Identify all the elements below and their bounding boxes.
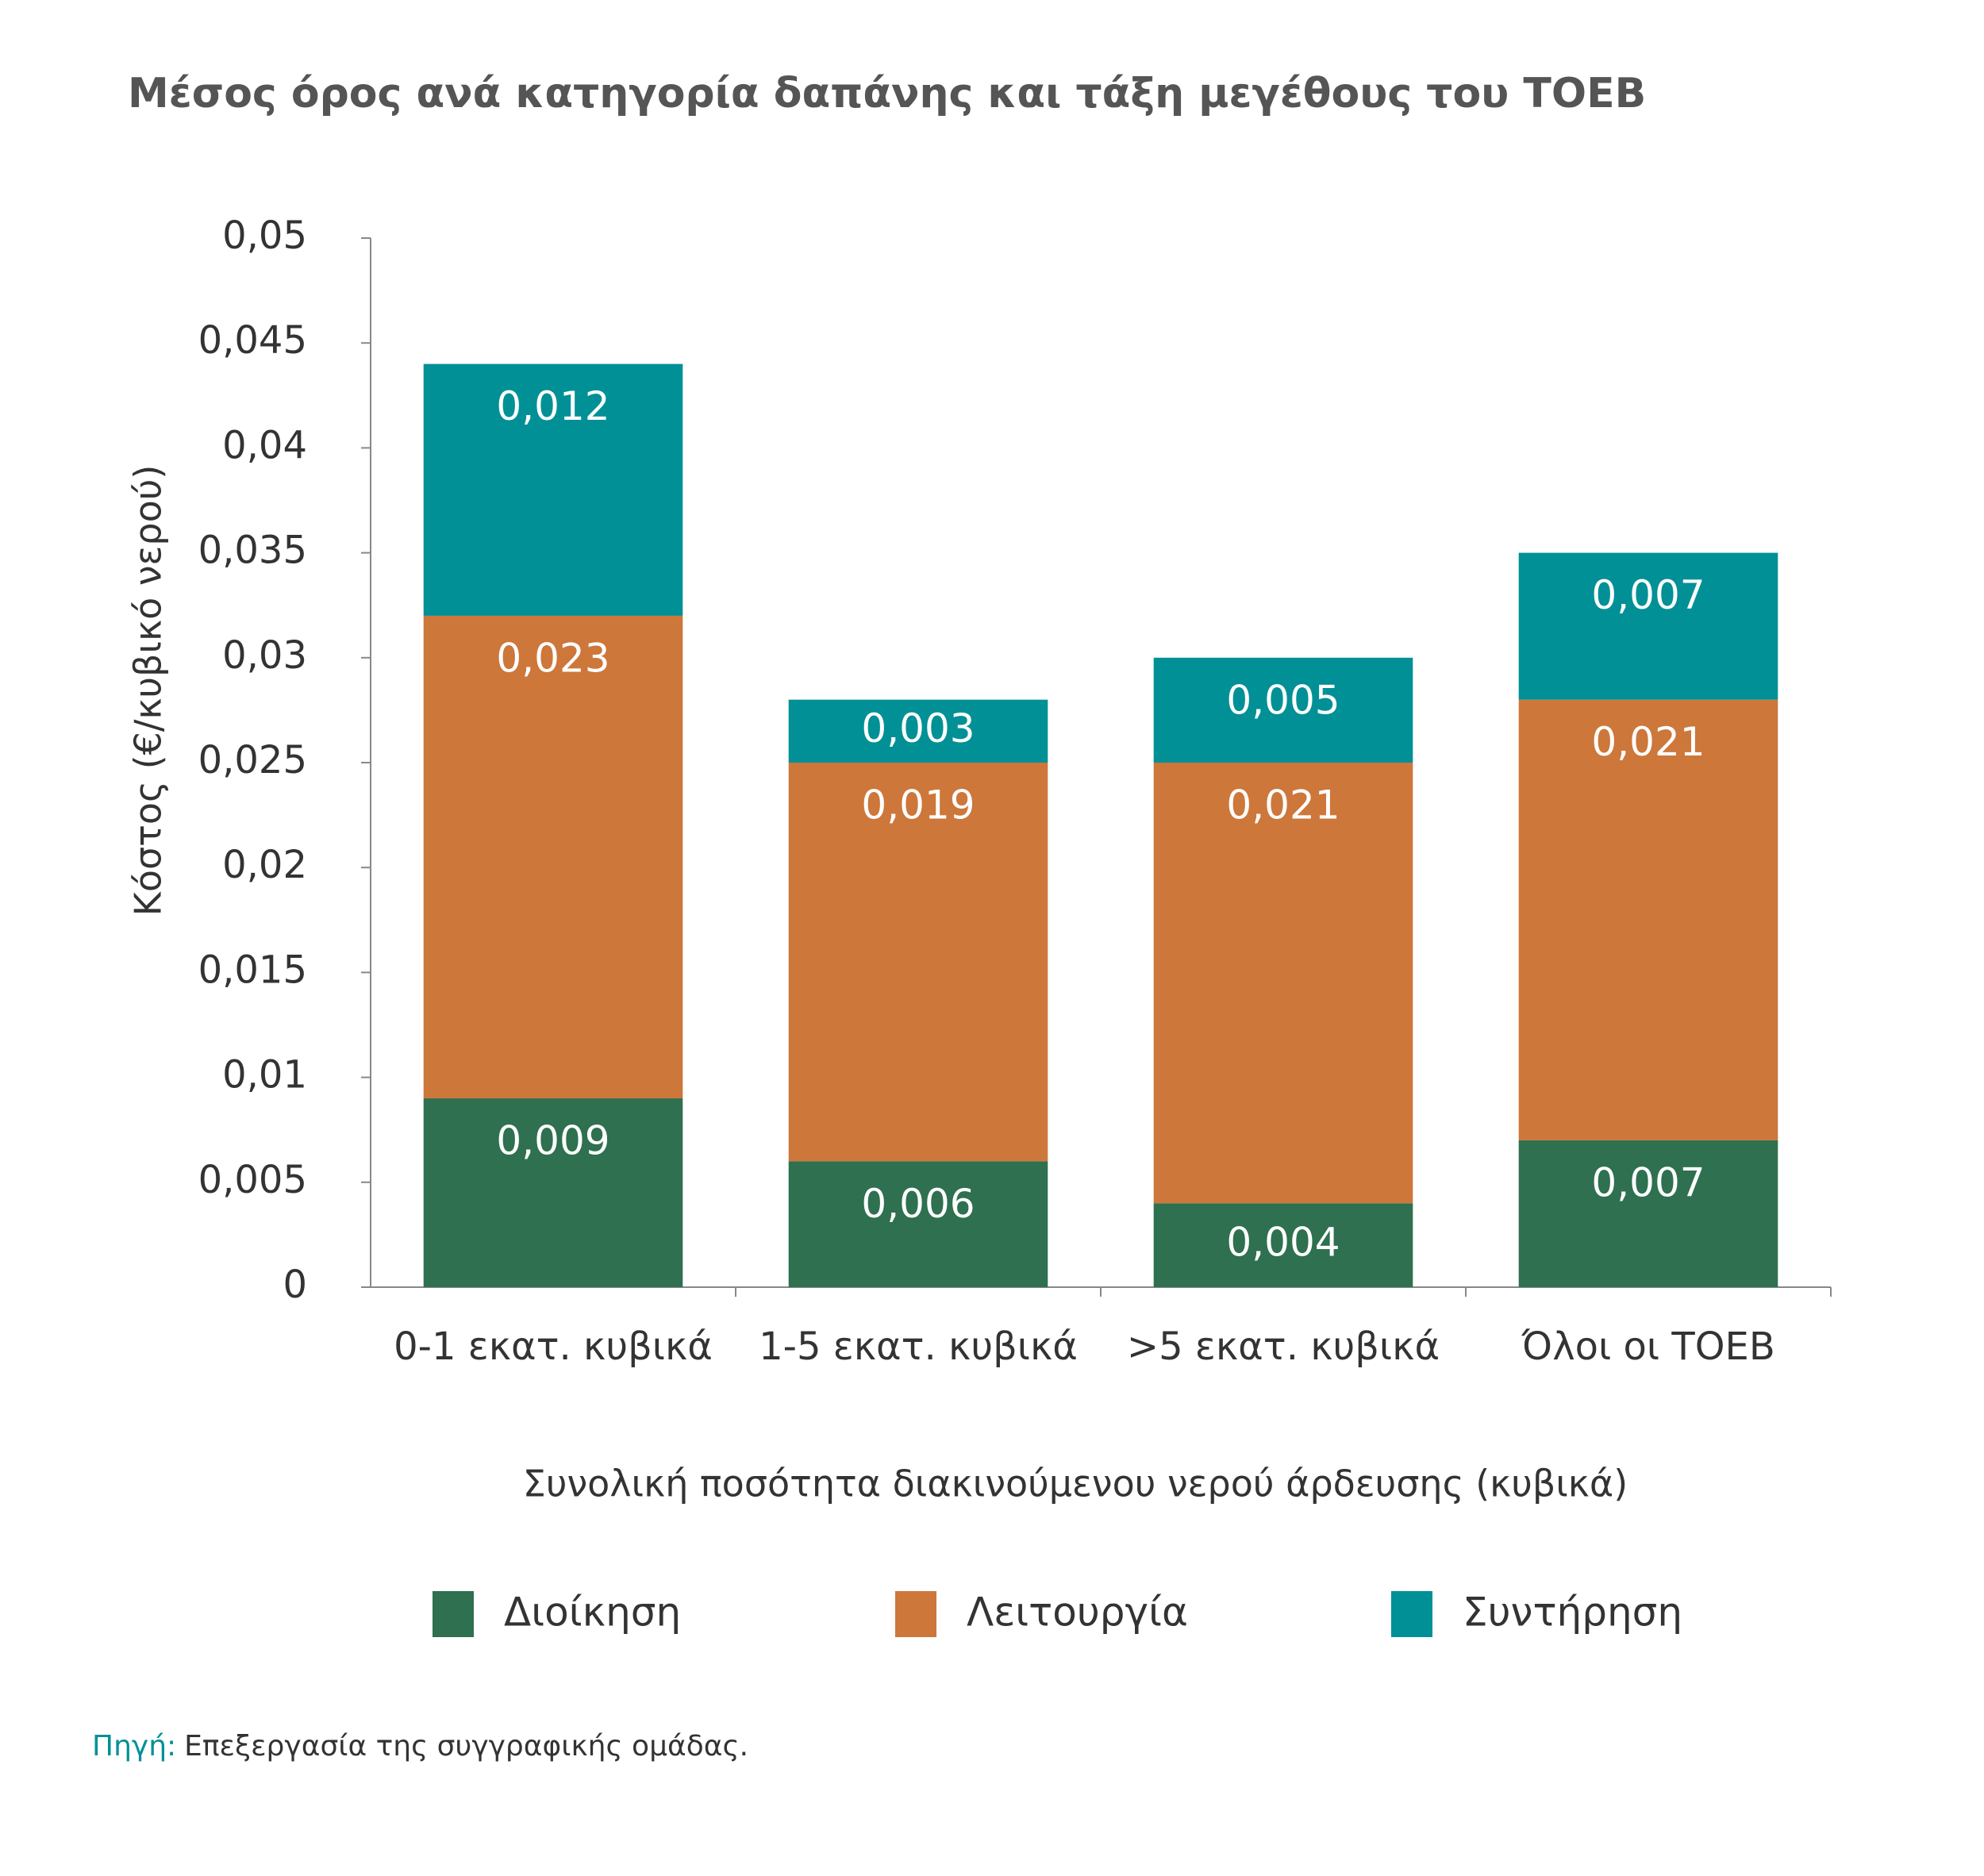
source-label: Πηγή: [92, 1730, 176, 1763]
source-text: Επεξεργασία της συγγραφικής ομάδας. [184, 1730, 748, 1763]
y-tick-label: 0,035 [198, 529, 307, 573]
y-tick-label: 0,03 [222, 633, 307, 678]
y-tick-label: 0,02 [222, 843, 307, 887]
y-tick-label: 0 [283, 1263, 307, 1307]
legend-swatch [895, 1591, 936, 1637]
x-tick-label: 1-5 εκατ. κυβικά [759, 1324, 1078, 1369]
legend-label: Διοίκηση [504, 1590, 681, 1636]
data-label: 0,021 [1226, 782, 1340, 828]
bar-segment [1518, 552, 1778, 700]
bar-segment [423, 363, 683, 616]
legend-label: Συντήρηση [1463, 1590, 1682, 1636]
y-tick-label: 0,01 [222, 1053, 307, 1098]
chart-title: Μέσος όρος ανά κατηγορία δαπάνης και τάξ… [128, 70, 1646, 117]
bar-segment [423, 615, 683, 1099]
x-tick-label: 0-1 εκατ. κυβικά [394, 1324, 713, 1369]
data-label: 0,023 [496, 635, 609, 681]
bar-segment [788, 1161, 1048, 1287]
data-label: 0,005 [1226, 677, 1340, 723]
y-tick-label: 0,05 [222, 213, 307, 258]
y-tick-label: 0,025 [198, 738, 307, 782]
bar-segment [1153, 763, 1413, 1204]
x-axis-label: Συνολική ποσότητα διακινούμενου νερού άρ… [523, 1463, 1628, 1505]
y-axis-label: Κόστος (€/κυβικό νερού) [127, 465, 170, 917]
legend-label: Λειτουργία [967, 1590, 1188, 1636]
data-label: 0,021 [1591, 719, 1705, 765]
bar-segment [1518, 1140, 1778, 1287]
y-tick-label: 0,015 [198, 948, 307, 992]
bar-segment [423, 1098, 683, 1287]
data-label: 0,006 [861, 1181, 975, 1227]
source: Πηγή: Επεξεργασία της συγγραφικής ομάδας. [92, 1730, 748, 1763]
data-label: 0,009 [496, 1118, 609, 1164]
bar-segment [788, 699, 1048, 763]
bar-segment [1153, 657, 1413, 763]
data-label: 0,012 [496, 383, 609, 429]
legend-swatch [433, 1591, 474, 1637]
data-label: 0,007 [1591, 572, 1705, 618]
bar-segment [1518, 699, 1778, 1140]
bar-segment [788, 763, 1048, 1162]
legend-swatch [1391, 1591, 1432, 1637]
data-label: 0,003 [861, 705, 975, 752]
y-tick-label: 0,04 [222, 423, 307, 467]
y-tick-label: 0,005 [198, 1158, 307, 1202]
data-label: 0,019 [861, 782, 975, 828]
x-tick-label: Όλοι οι ΤΟΕΒ [1521, 1324, 1775, 1369]
y-tick-label: 0,045 [198, 318, 307, 363]
data-label: 0,007 [1591, 1159, 1705, 1205]
x-tick-label: >5 εκατ. κυβικά [1127, 1324, 1440, 1369]
data-label: 0,004 [1226, 1220, 1340, 1266]
bar-segment [1153, 1203, 1413, 1287]
